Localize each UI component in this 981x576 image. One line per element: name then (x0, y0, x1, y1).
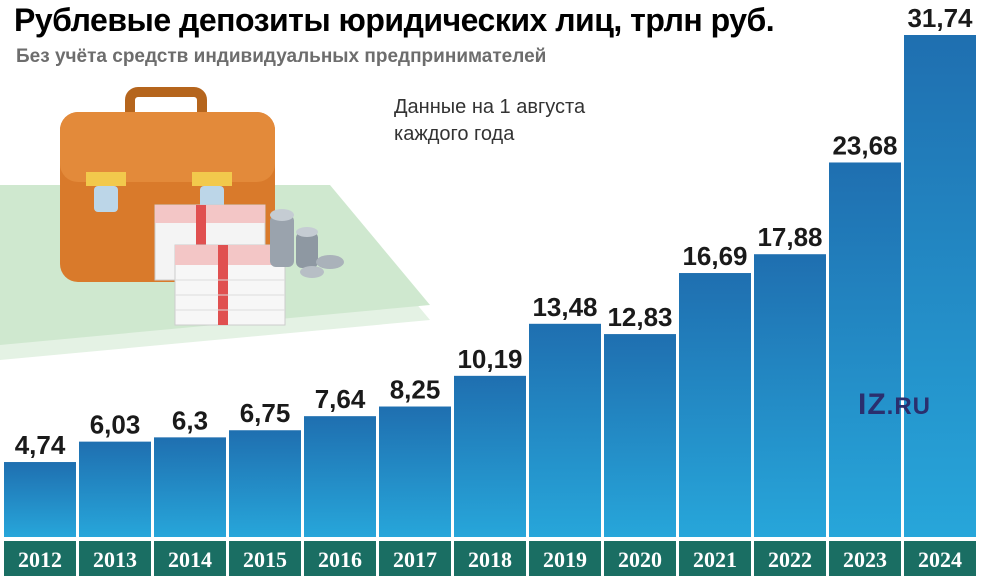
x-tick-bg-2019 (529, 541, 601, 576)
x-tick-bg-2015 (229, 541, 301, 576)
bar-2014 (154, 437, 226, 537)
value-label-2018: 10,19 (457, 344, 522, 374)
bar-2023 (829, 162, 901, 538)
bar-2022 (754, 254, 826, 537)
value-label-2015: 6,75 (240, 398, 291, 428)
bar-2019 (529, 323, 601, 537)
x-tick-label-2014: 2014 (168, 547, 212, 572)
x-tick-label-2022: 2022 (768, 547, 812, 572)
x-tick-labels-group: 2012 2013 2014 2015 2016 2017 2018 2019 2020 2021… (4, 541, 976, 576)
bar-2024 (904, 35, 976, 537)
x-tick-bg-2013 (79, 541, 151, 576)
x-tick-bg-2024 (904, 541, 976, 576)
iz-logo: IZ.RU (858, 388, 931, 422)
coin-stack-icon (270, 209, 344, 278)
value-label-2013: 6,03 (90, 410, 141, 440)
bar-2021 (679, 273, 751, 537)
bar-2013 (79, 441, 151, 537)
value-label-2014: 6,3 (172, 405, 208, 435)
x-tick-label-2019: 2019 (543, 547, 587, 572)
data-note: Данные на 1 августа каждого года (394, 94, 654, 148)
value-label-2012: 4,74 (15, 430, 66, 460)
data-note-line2: каждого года (394, 123, 515, 145)
x-tick-bg-2017 (379, 541, 451, 576)
value-label-2017: 8,25 (390, 375, 441, 405)
value-label-2020: 12,83 (607, 302, 672, 332)
data-note-line1: Данные на 1 августа (394, 96, 586, 118)
x-tick-bg-2018 (454, 541, 526, 576)
x-tick-bg-2021 (679, 541, 751, 576)
x-tick-label-2012: 2012 (18, 547, 62, 572)
x-tick-bg-2023 (829, 541, 901, 576)
value-label-2019: 13,48 (532, 292, 597, 322)
logo-main: IZ (858, 388, 887, 421)
value-label-2016: 7,64 (315, 384, 366, 414)
value-label-2023: 23,68 (832, 130, 897, 160)
value-label-2024: 31,74 (907, 3, 973, 33)
x-tick-label-2016: 2016 (318, 547, 362, 572)
chart-title: Рублевые депозиты юридических лиц, трлн … (14, 2, 775, 38)
value-label-2022: 17,88 (757, 222, 822, 252)
x-tick-label-2015: 2015 (243, 547, 287, 572)
x-tick-label-2018: 2018 (468, 547, 512, 572)
x-tick-label-2024: 2024 (918, 547, 962, 572)
x-tick-label-2020: 2020 (618, 547, 662, 572)
bar-2020 (604, 334, 676, 537)
bars-group (4, 35, 976, 538)
x-tick-bg-2020 (604, 541, 676, 576)
x-tick-label-2017: 2017 (393, 547, 437, 572)
chart-subtitle: Без учёта средств индивидуальных предпри… (16, 46, 547, 67)
bar-2015 (229, 430, 301, 537)
bar-2012 (4, 462, 76, 537)
value-label-2021: 16,69 (682, 241, 747, 271)
x-tick-bg-2014 (154, 541, 226, 576)
bar-2016 (304, 416, 376, 537)
x-tick-bg-2016 (304, 541, 376, 576)
banknote-stack-icon (154, 204, 286, 326)
x-tick-label-2013: 2013 (93, 547, 137, 572)
x-tick-label-2023: 2023 (843, 547, 887, 572)
bar-2018 (454, 375, 526, 537)
bar-2017 (379, 406, 451, 537)
x-tick-bg-2012 (4, 541, 76, 576)
logo-suffix: .RU (886, 393, 932, 420)
x-tick-label-2021: 2021 (693, 547, 737, 572)
x-tick-bg-2022 (754, 541, 826, 576)
value-labels-group: 4,74 6,03 6,3 6,75 7,64 8,25 10,19 13,48 12,83 16… (15, 3, 973, 460)
